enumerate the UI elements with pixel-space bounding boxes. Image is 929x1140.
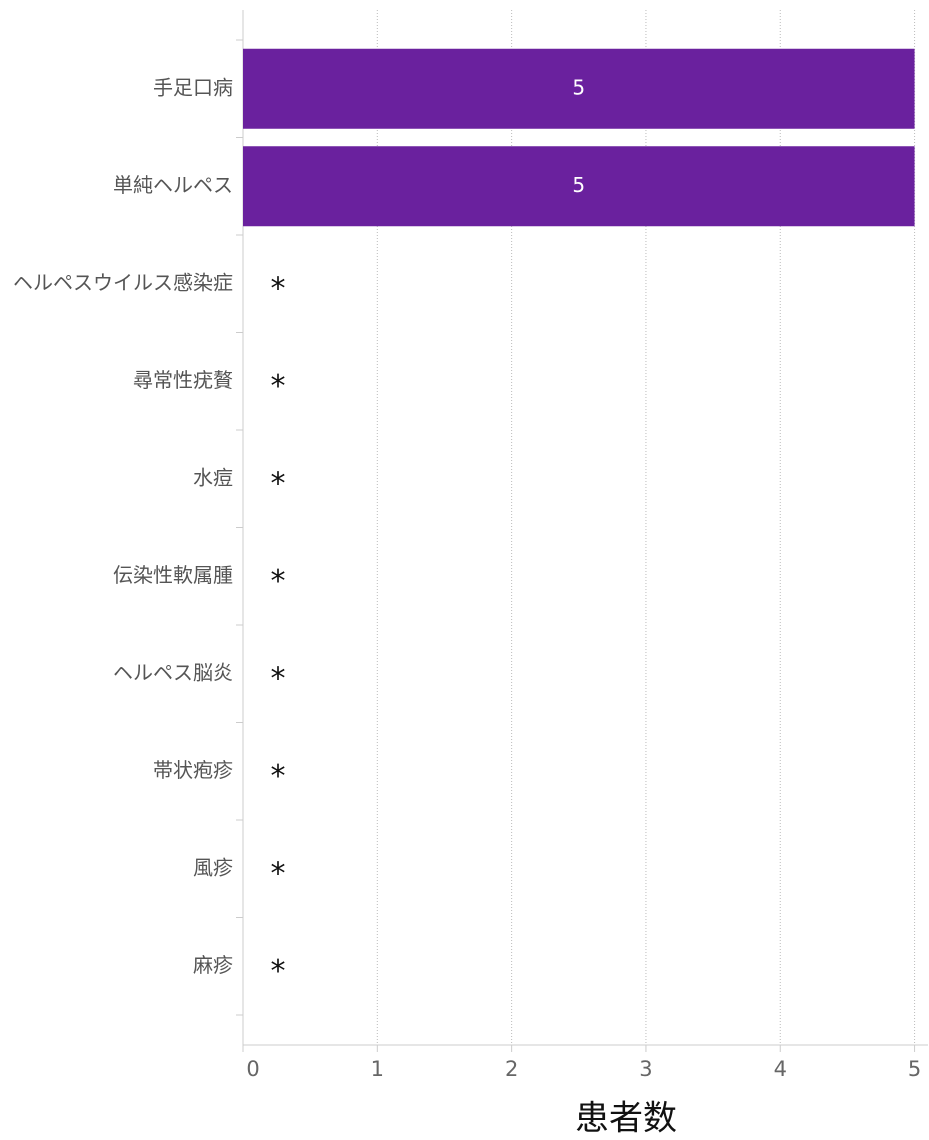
bar xyxy=(243,48,915,129)
data-label: * xyxy=(271,759,286,794)
y-tick-label: 風疹 xyxy=(193,855,233,879)
y-tick-label: 伝染性軟属腫 xyxy=(113,563,233,587)
data-label: * xyxy=(271,564,286,599)
y-tick-label: 単純ヘルペス xyxy=(113,173,233,197)
data-label: * xyxy=(271,661,286,696)
x-tick-label: 3 xyxy=(639,1057,652,1081)
data-label: * xyxy=(271,954,286,989)
y-tick-label: 尋常性疣贅 xyxy=(133,368,233,392)
data-label: 5 xyxy=(572,75,585,99)
y-tick-label: 帯状疱疹 xyxy=(153,758,233,782)
bar xyxy=(243,146,915,227)
x-tick-label: 1 xyxy=(371,1057,384,1081)
x-tick-label: 5 xyxy=(908,1057,921,1081)
data-label: * xyxy=(271,466,286,501)
x-tick-label: 0 xyxy=(246,1057,259,1081)
y-tick-label: ヘルペス脳炎 xyxy=(113,660,233,684)
y-tick-label: 麻疹 xyxy=(193,953,233,977)
data-label: * xyxy=(271,856,286,891)
x-tick-label: 4 xyxy=(774,1057,787,1081)
data-label: * xyxy=(271,271,286,306)
x-axis-title: 患者数 xyxy=(575,1099,677,1139)
x-tick-label: 2 xyxy=(505,1057,518,1081)
y-tick-label: 手足口病 xyxy=(153,75,233,99)
data-label: 5 xyxy=(572,173,585,197)
y-tick-label: ヘルペスウイルス感染症 xyxy=(13,270,233,294)
y-tick-label: 水痘 xyxy=(193,465,233,489)
data-label: * xyxy=(271,369,286,404)
